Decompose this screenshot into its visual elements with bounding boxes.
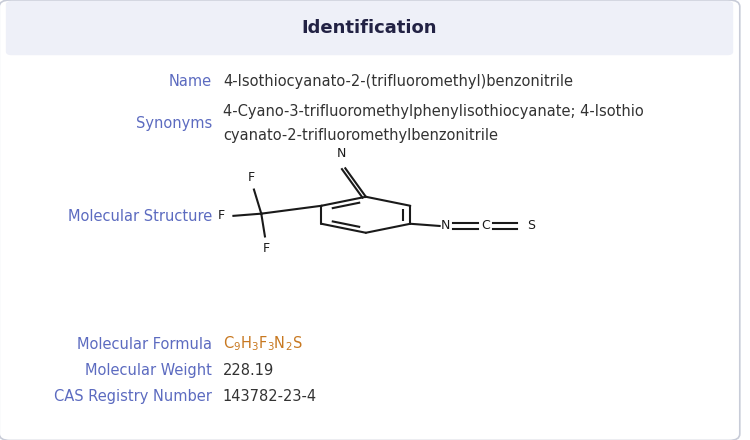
- Text: 143782-23-4: 143782-23-4: [223, 389, 317, 404]
- Text: CAS Registry Number: CAS Registry Number: [54, 389, 211, 404]
- Text: S: S: [527, 220, 536, 232]
- Text: 4-Isothiocyanato-2-(trifluoromethyl)benzonitrile: 4-Isothiocyanato-2-(trifluoromethyl)benz…: [223, 73, 573, 88]
- FancyBboxPatch shape: [6, 1, 734, 55]
- Text: F: F: [262, 242, 270, 255]
- Text: F: F: [248, 171, 254, 184]
- Text: N: N: [337, 147, 346, 161]
- Text: Name: Name: [169, 73, 211, 88]
- Text: N: N: [441, 220, 450, 232]
- Text: Molecular Weight: Molecular Weight: [85, 363, 212, 378]
- Text: Synonyms: Synonyms: [136, 116, 212, 131]
- Text: Molecular Structure: Molecular Structure: [68, 209, 211, 224]
- Text: 4-Cyano-3-trifluoromethylphenylisothiocyanate; 4-Isothio: 4-Cyano-3-trifluoromethylphenylisothiocy…: [223, 104, 644, 119]
- Text: C$_9$H$_3$F$_3$N$_2$S: C$_9$H$_3$F$_3$N$_2$S: [223, 335, 302, 353]
- Text: C: C: [482, 220, 490, 232]
- Text: Molecular Formula: Molecular Formula: [76, 337, 212, 352]
- Text: 228.19: 228.19: [223, 363, 274, 378]
- Text: Identification: Identification: [302, 19, 437, 37]
- Text: cyanato-2-trifluoromethylbenzonitrile: cyanato-2-trifluoromethylbenzonitrile: [223, 128, 498, 143]
- Text: F: F: [218, 209, 225, 222]
